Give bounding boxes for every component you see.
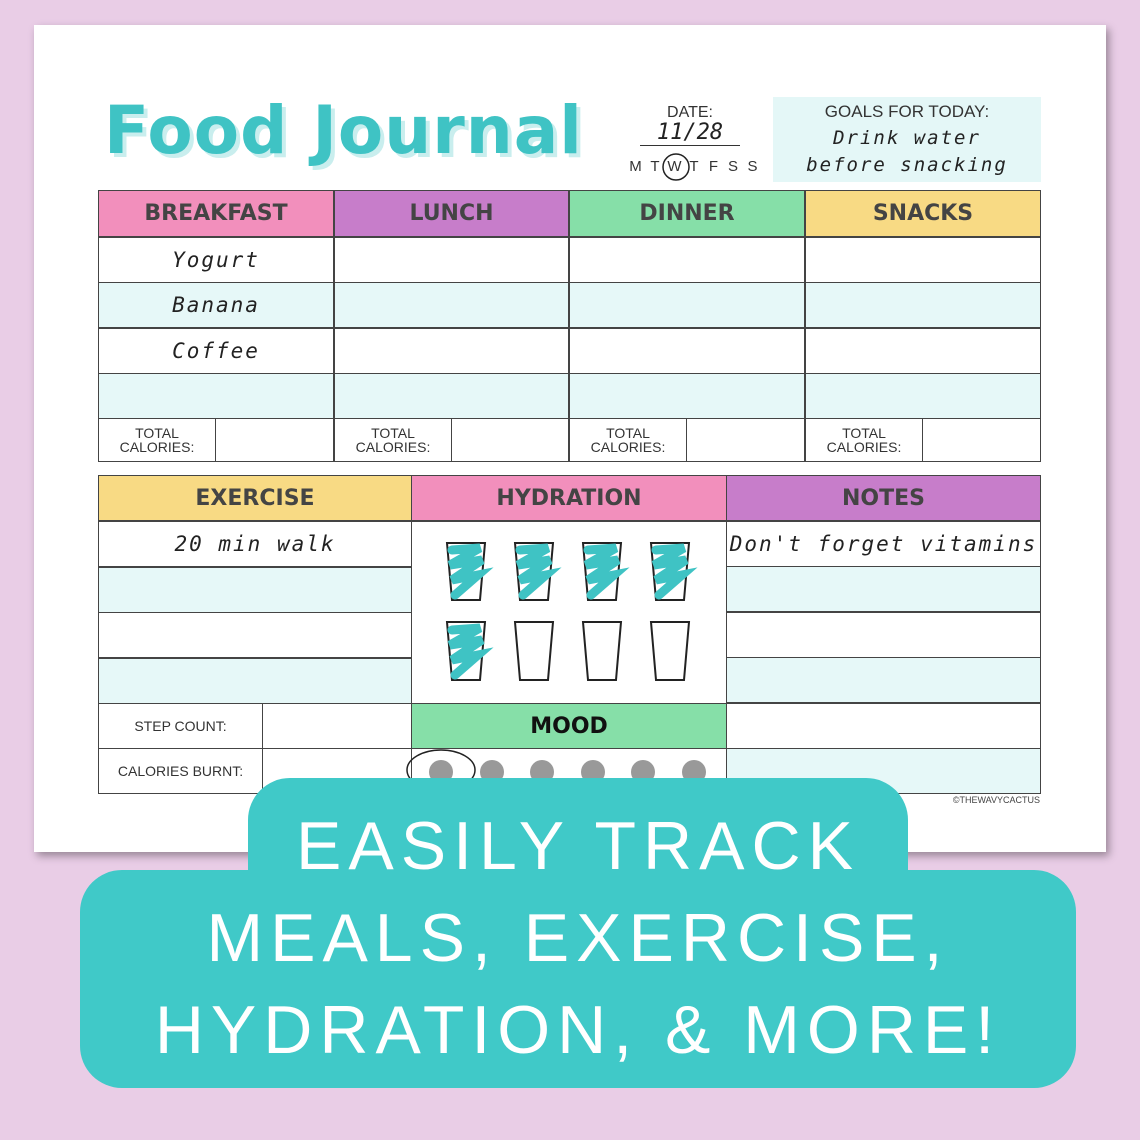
banner-line: EASILY TRACK <box>296 808 860 884</box>
meal-row <box>334 237 569 283</box>
title: Food Journal <box>104 92 583 169</box>
exercise-label: CALORIES BURNT: <box>98 748 263 794</box>
notes-row <box>726 748 1041 794</box>
copyright: ©THEWAVYCACTUS <box>952 795 1040 805</box>
meal-row <box>805 282 1041 329</box>
meal-row <box>334 282 569 329</box>
weekday: T <box>650 158 660 175</box>
hydration-header: HYDRATION <box>411 475 727 521</box>
weekday: S <box>747 158 758 175</box>
meal-row <box>569 282 805 329</box>
notes-row: Don't forget vitamins <box>726 521 1041 567</box>
meal-row <box>569 237 805 283</box>
mood-header: MOOD <box>411 703 727 749</box>
exercise-row <box>98 657 412 704</box>
meal-row: Yogurt <box>98 237 334 283</box>
date-label: DATE: <box>667 104 713 121</box>
meal-row <box>805 372 1041 419</box>
meal-row <box>805 237 1041 283</box>
meal-row <box>98 372 334 419</box>
exercise-header: EXERCISE <box>98 475 412 521</box>
total-label: TOTAL CALORIES: <box>569 418 687 462</box>
banner-line: MEALS, EXERCISE, <box>206 900 950 976</box>
mood-row <box>411 748 727 794</box>
meal-header: SNACKS <box>805 190 1041 237</box>
meal-row: Coffee <box>98 327 334 374</box>
weekday: F <box>708 158 719 175</box>
meal-row <box>569 327 805 374</box>
weekday: M <box>629 158 642 175</box>
meal-header: BREAKFAST <box>98 190 334 237</box>
exercise-value <box>262 748 412 794</box>
exercise-label: STEP COUNT: <box>98 703 263 749</box>
meal-row <box>334 327 569 374</box>
notes-row <box>726 702 1041 749</box>
total-value <box>215 418 334 462</box>
banner-text: EASILY TRACK MEALS, EXERCISE, HYDRATION, &… <box>80 800 1076 1076</box>
total-value <box>451 418 569 462</box>
exercise-row <box>98 612 412 658</box>
notes-row <box>726 566 1041 613</box>
meal-row: Banana <box>98 282 334 329</box>
date-value: 11/28 <box>640 120 740 146</box>
meal-header: DINNER <box>569 190 805 237</box>
meal-row <box>569 372 805 419</box>
notes-header: NOTES <box>726 475 1041 521</box>
exercise-row: 20 min walk <box>98 521 412 567</box>
total-value <box>686 418 805 462</box>
total-label: TOTAL CALORIES: <box>334 418 452 462</box>
goals-label: GOALS FOR TODAY: <box>824 102 990 121</box>
total-value <box>922 418 1041 462</box>
hydration-area <box>411 521 727 704</box>
meal-row <box>805 327 1041 374</box>
notes-row <box>726 657 1041 704</box>
goals-box <box>773 97 1041 182</box>
meal-header: LUNCH <box>334 190 569 237</box>
meal-row <box>334 372 569 419</box>
goals-line: Drink water <box>833 127 981 149</box>
total-label: TOTAL CALORIES: <box>805 418 923 462</box>
exercise-value <box>262 703 412 749</box>
notes-row <box>726 611 1041 658</box>
exercise-row <box>98 566 412 613</box>
weekday: S <box>727 158 738 175</box>
weekday: T <box>689 158 699 175</box>
goals-line: before snacking <box>806 154 1008 176</box>
banner-line: HYDRATION, & MORE! <box>154 992 1002 1068</box>
total-label: TOTAL CALORIES: <box>98 418 216 462</box>
